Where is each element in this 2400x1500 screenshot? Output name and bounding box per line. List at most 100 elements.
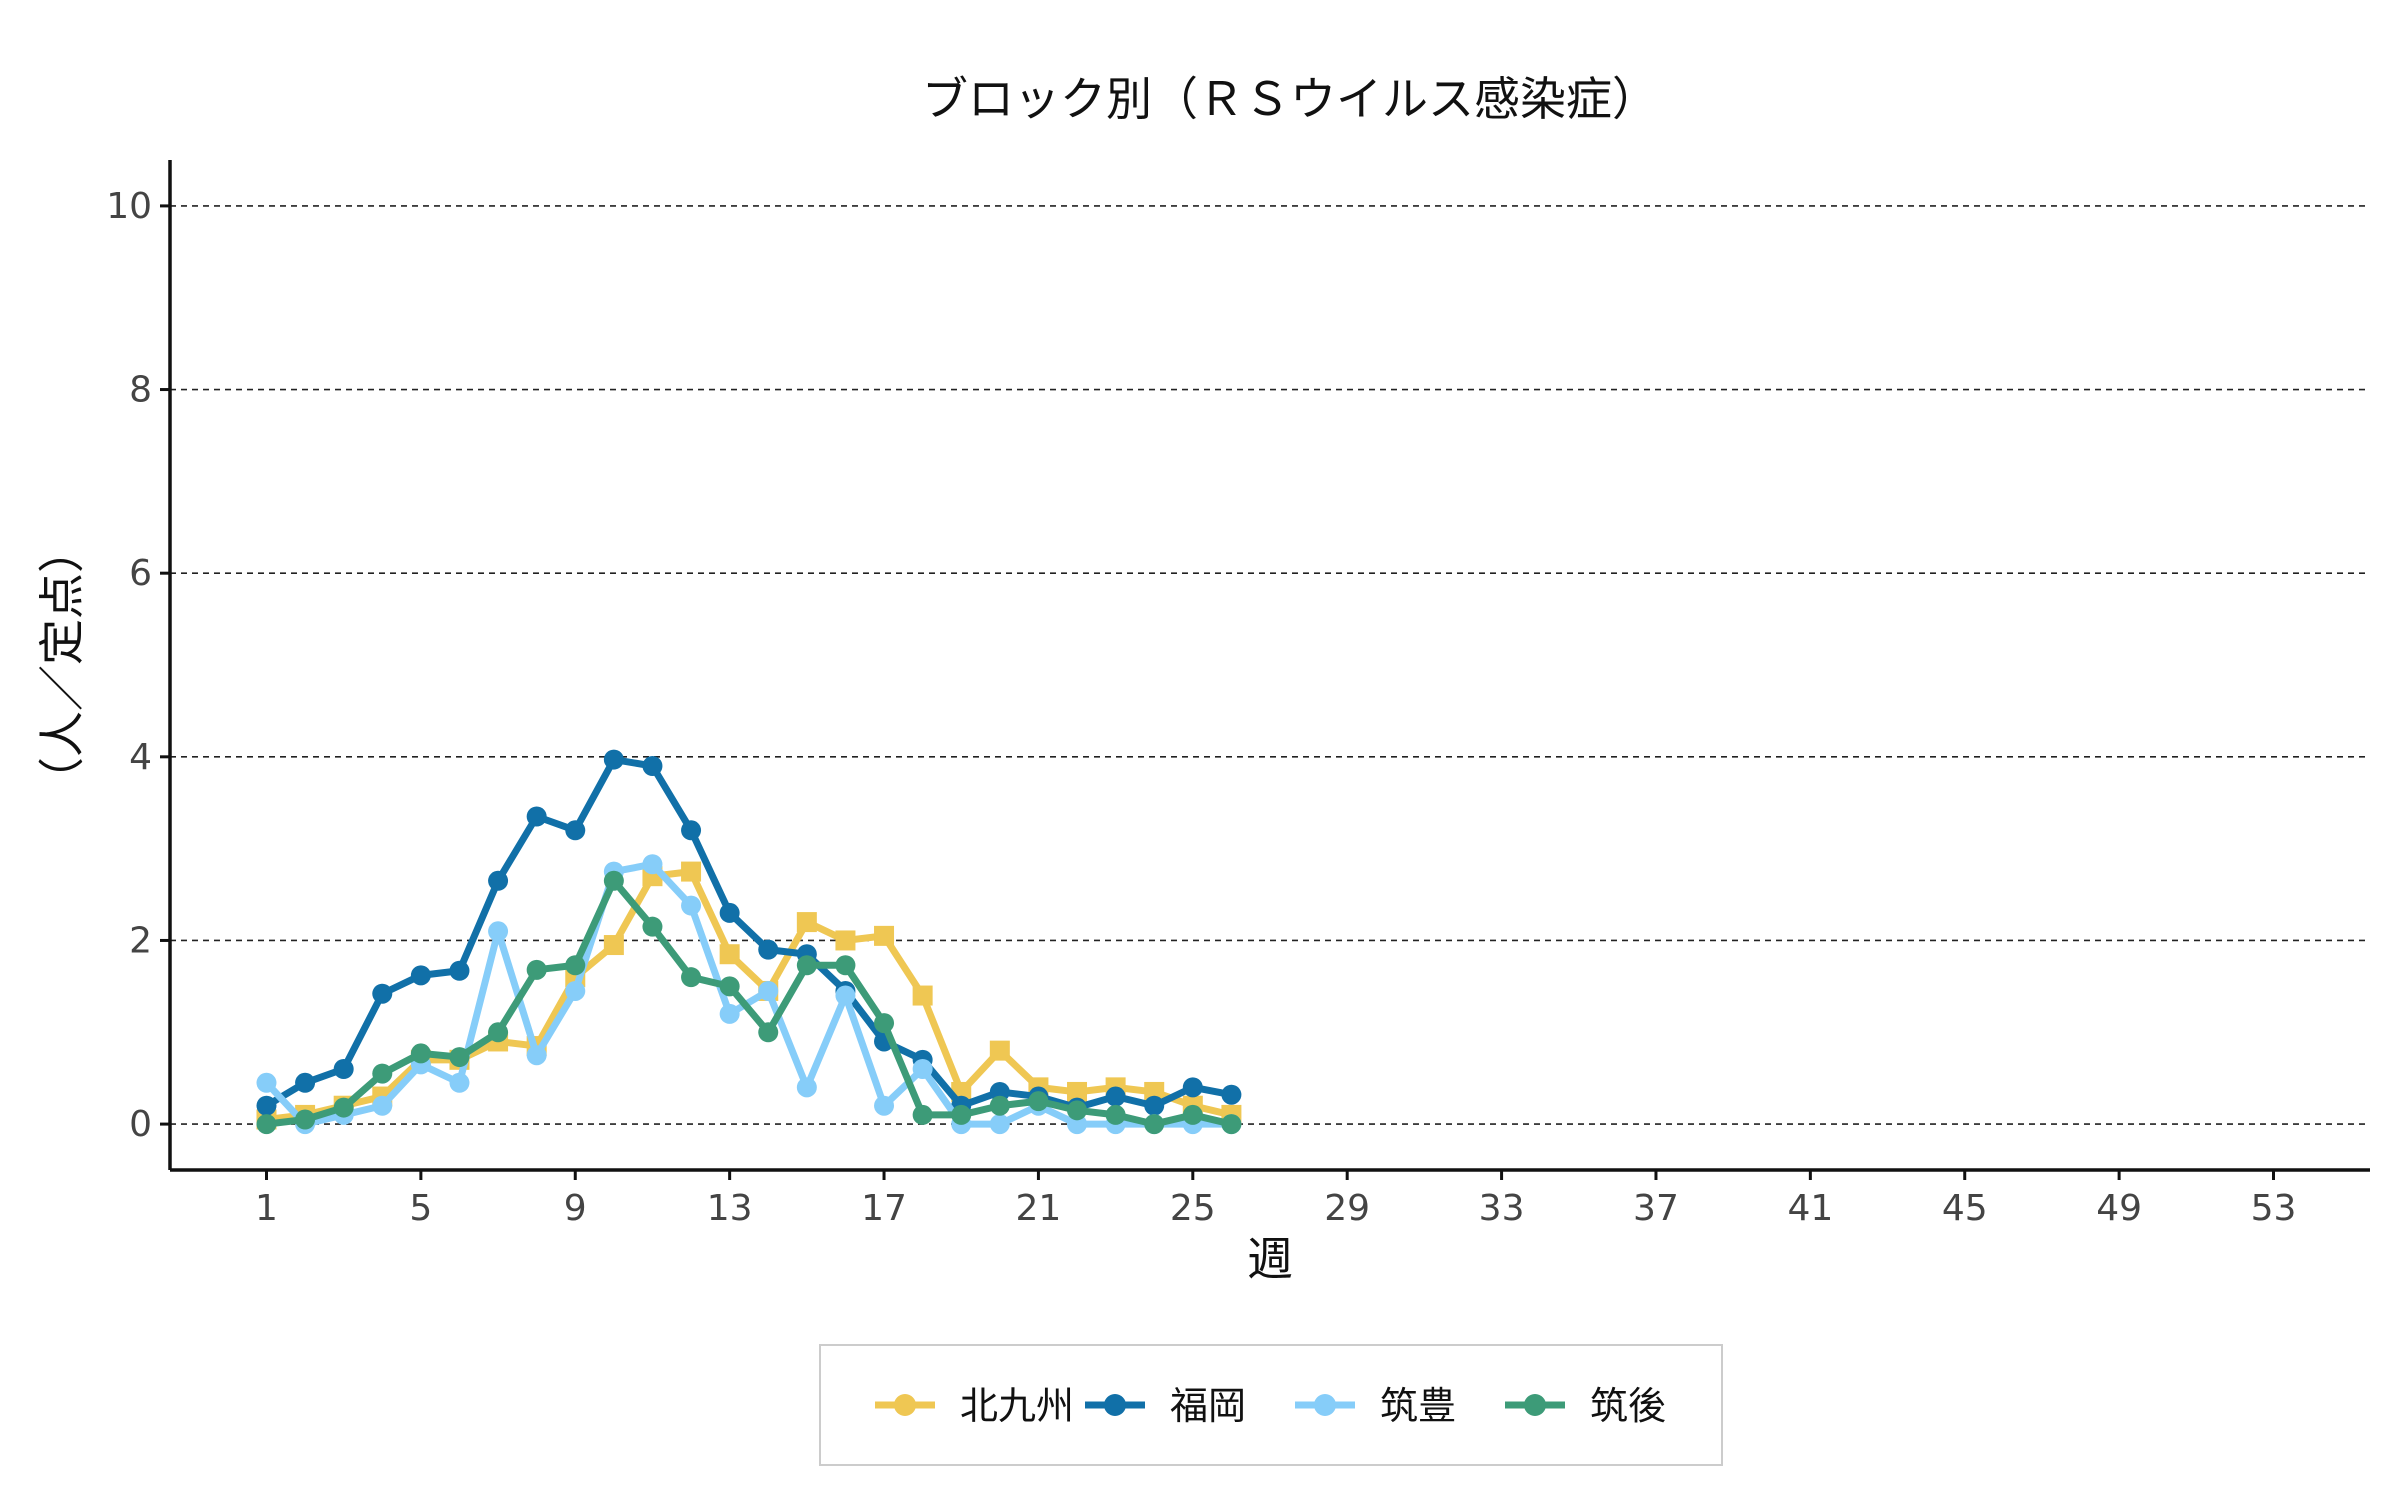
data-point [565, 820, 586, 841]
data-point [603, 870, 624, 891]
legend-item: 筑後 [1505, 1384, 1666, 1428]
legend-box [819, 1344, 1723, 1466]
data-point [681, 967, 702, 988]
data-point [256, 1072, 277, 1093]
x-tick-label: 25 [1170, 1188, 1216, 1229]
data-point [1067, 1114, 1088, 1135]
data-point [796, 955, 817, 976]
data-point [1067, 1100, 1088, 1121]
data-point [372, 983, 393, 1004]
x-tick-label: 49 [2096, 1188, 2142, 1229]
data-point [835, 955, 856, 976]
data-point [642, 916, 663, 937]
data-point [989, 1095, 1010, 1116]
data-point [1105, 1104, 1126, 1125]
data-point [719, 944, 740, 965]
data-point [874, 1095, 895, 1116]
x-tick-label: 29 [1324, 1188, 1370, 1229]
data-point [758, 939, 779, 960]
series-layer [256, 749, 1242, 1135]
data-point [681, 861, 702, 882]
data-point [912, 1104, 933, 1125]
y-tick-label: 2 [129, 920, 152, 961]
y-tick-label: 0 [129, 1104, 152, 1145]
x-tick-label: 33 [1479, 1188, 1525, 1229]
data-point [449, 960, 470, 981]
data-point [874, 1013, 895, 1034]
data-point [256, 1095, 277, 1116]
axes [168, 160, 2370, 1172]
data-point [719, 1003, 740, 1024]
data-point [1144, 1095, 1165, 1116]
data-point [719, 902, 740, 923]
x-tick-label: 17 [861, 1188, 907, 1229]
data-point [333, 1097, 354, 1118]
legend-item: 北九州 [875, 1384, 1074, 1428]
data-point [565, 955, 586, 976]
x-tick-label: 37 [1633, 1188, 1679, 1229]
data-point [1028, 1091, 1049, 1112]
legend-item: 筑豊 [1295, 1384, 1456, 1428]
data-point [256, 1114, 277, 1135]
data-point [681, 820, 702, 841]
x-tick-label: 5 [409, 1188, 432, 1229]
data-point [410, 1043, 431, 1064]
data-point [488, 870, 509, 891]
gridlines [170, 205, 2370, 1125]
data-point [1105, 1086, 1126, 1107]
data-point [835, 985, 856, 1006]
legend-item: 福岡 [1085, 1384, 1246, 1428]
y-tick-label: 6 [129, 553, 152, 594]
data-point [295, 1109, 316, 1130]
data-point [410, 965, 431, 986]
data-point [796, 912, 817, 933]
legend-label: 筑豊 [1380, 1384, 1456, 1428]
data-point [719, 976, 740, 997]
data-point [295, 1072, 316, 1093]
x-tick-label: 9 [564, 1188, 587, 1229]
data-point [681, 895, 702, 916]
data-point [449, 1047, 470, 1068]
chart-title: ブロック別（ＲＳウイルス感染症） [922, 72, 1658, 126]
legend-swatch-marker [1524, 1394, 1546, 1416]
x-axis-title: 週 [1247, 1232, 1293, 1286]
x-tick-label: 13 [707, 1188, 753, 1229]
data-point [488, 1022, 509, 1043]
data-point [642, 756, 663, 776]
y-axis-title: （人／定点） [35, 527, 89, 803]
legend-swatch-marker [1314, 1394, 1336, 1416]
x-tick-label: 53 [2251, 1188, 2297, 1229]
data-point [1182, 1104, 1203, 1125]
data-point [989, 1081, 1010, 1102]
y-tick-label: 10 [106, 186, 152, 227]
x-ticks: 1 5 9 13 17 21 25 29 33 37 41 45 49 53 [255, 1170, 2296, 1229]
data-point [1221, 1084, 1242, 1105]
legend-label: 筑後 [1590, 1384, 1666, 1428]
data-point [796, 1077, 817, 1098]
data-point [333, 1059, 354, 1079]
data-point [488, 921, 509, 942]
x-tick-label: 21 [1016, 1188, 1062, 1229]
data-point [372, 1095, 393, 1116]
series-3 [256, 870, 1242, 1135]
y-tick-label: 8 [129, 370, 152, 411]
data-point [835, 930, 856, 951]
legend-label: 北九州 [960, 1384, 1074, 1428]
x-tick-label: 41 [1787, 1188, 1833, 1229]
legend-swatch-marker [894, 1394, 916, 1416]
data-point [912, 1059, 933, 1079]
data-point [758, 980, 779, 1001]
data-point [642, 854, 663, 875]
data-point [526, 1045, 547, 1066]
y-ticks: 0 2 4 6 8 10 [106, 186, 170, 1145]
legend-swatch-marker [1104, 1394, 1126, 1416]
legend-label: 福岡 [1170, 1384, 1246, 1428]
data-point [951, 1104, 972, 1125]
data-point [989, 1114, 1010, 1135]
data-point [526, 959, 547, 980]
legend: 北九州 福岡 筑豊 筑後 [819, 1344, 1723, 1466]
x-tick-label: 45 [1942, 1188, 1988, 1229]
data-point [874, 925, 895, 946]
data-point [372, 1063, 393, 1084]
